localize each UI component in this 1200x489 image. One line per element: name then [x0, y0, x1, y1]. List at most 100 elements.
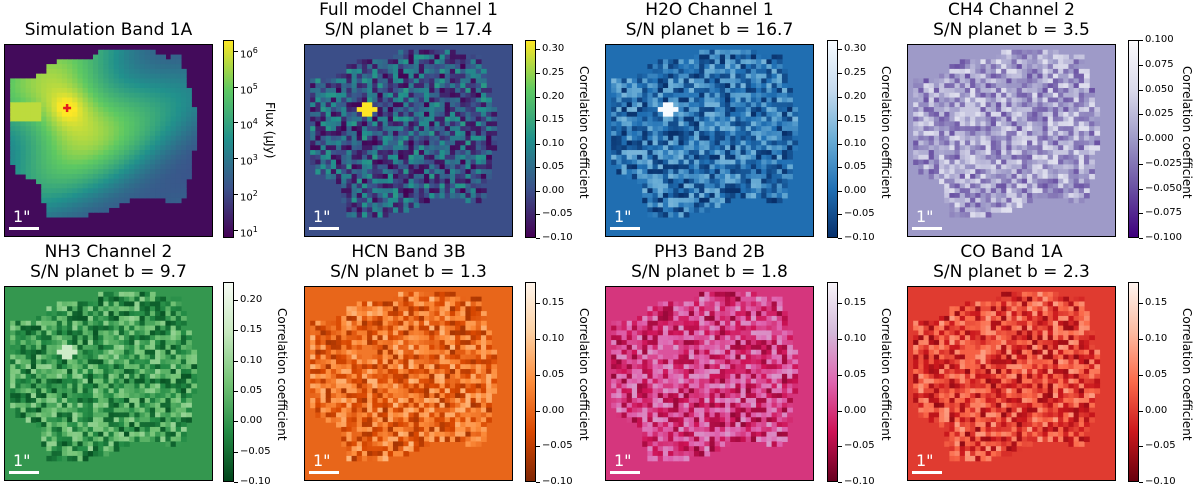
heatmap-cell	[719, 130, 726, 137]
heatmap-cell	[756, 150, 762, 156]
heatmap-cell	[939, 140, 945, 146]
heatmap-cell	[699, 121, 705, 127]
heatmap-cell	[652, 87, 659, 94]
heatmap-cell	[434, 121, 441, 127]
heatmap-cell	[118, 107, 125, 113]
heatmap-cell	[657, 107, 664, 113]
heatmap-cell	[424, 178, 430, 185]
heatmap-cell	[683, 193, 690, 199]
heatmap-cell	[61, 121, 68, 127]
heatmap-cell	[1006, 59, 1013, 65]
heatmap-cell	[434, 178, 441, 185]
heatmap-cell	[361, 78, 368, 84]
heatmap-cell	[129, 359, 135, 365]
heatmap-cell	[186, 154, 192, 161]
heatmap-cell	[693, 73, 700, 80]
heatmap-cell	[470, 135, 477, 142]
heatmap-cell	[683, 145, 690, 151]
heatmap-cell	[1089, 111, 1095, 118]
heatmap-cell	[1042, 73, 1049, 80]
heatmap-cell	[113, 87, 120, 94]
heatmap-cell	[82, 426, 89, 433]
heatmap-cell	[995, 116, 1002, 123]
heatmap-cell	[657, 197, 664, 204]
heatmap-cell	[699, 54, 705, 60]
heatmap-cell	[642, 130, 648, 137]
heatmap-cell	[165, 126, 172, 132]
heatmap-cell	[449, 87, 456, 94]
heatmap-cell	[918, 130, 925, 137]
heatmap-cell	[61, 340, 68, 346]
heatmap-cell	[725, 121, 731, 127]
heatmap-cell	[25, 111, 32, 118]
heatmap-cell	[92, 393, 99, 399]
heatmap-cell	[346, 197, 353, 204]
heatmap-cell	[15, 83, 22, 89]
heatmap-cell	[1047, 49, 1054, 56]
heatmap-cell	[377, 64, 384, 70]
heatmap-cell	[1083, 107, 1090, 113]
heatmap-cell	[346, 145, 353, 151]
heatmap-cell	[637, 116, 643, 123]
heatmap-cell	[41, 359, 47, 365]
heatmap-cell	[1006, 78, 1013, 84]
heatmap-cell	[693, 145, 700, 151]
heatmap-cell	[413, 169, 420, 175]
heatmap-cell	[740, 68, 747, 75]
heatmap-cell	[382, 188, 389, 194]
heatmap-cell	[678, 150, 685, 156]
heatmap-cell	[36, 173, 42, 180]
heatmap-cell	[959, 68, 966, 75]
heatmap-cell	[781, 97, 788, 103]
heatmap-cell	[475, 92, 482, 99]
heatmap-cell	[949, 193, 956, 199]
heatmap-cell	[25, 397, 32, 404]
heatmap-cell	[944, 154, 950, 161]
heatmap-cell	[46, 135, 53, 142]
heatmap-cell	[118, 301, 125, 307]
heatmap-cell	[678, 121, 685, 127]
heatmap-cell	[72, 178, 79, 185]
heatmap-cell	[134, 59, 141, 65]
heatmap-cell	[735, 193, 742, 199]
heatmap-cell	[351, 121, 358, 127]
heatmap-cell	[725, 130, 731, 137]
heatmap-cell	[418, 107, 425, 113]
heatmap-cell	[51, 87, 58, 94]
heatmap-cell	[1027, 59, 1033, 65]
heatmap-cell	[1083, 173, 1090, 180]
heatmap-cell	[939, 159, 945, 165]
heatmap-cell	[356, 164, 363, 170]
panel-title-line: S/N planet b = 16.7	[625, 20, 794, 40]
heatmap-cell	[995, 92, 1002, 99]
heatmap-cell	[954, 188, 961, 194]
heatmap-cell	[113, 107, 120, 113]
heatmap-cell	[1058, 135, 1064, 142]
heatmap-cell	[1042, 150, 1049, 156]
heatmap-cell	[750, 102, 757, 108]
heatmap-cell	[750, 140, 757, 146]
heatmap-cell	[1006, 87, 1013, 94]
heatmap-cell	[170, 126, 177, 132]
heatmap-cell	[928, 126, 935, 132]
heatmap-cell	[939, 92, 945, 99]
heatmap-cell	[351, 135, 358, 142]
heatmap-cell	[730, 178, 736, 185]
heatmap-cell	[98, 59, 104, 65]
heatmap-cell	[1089, 150, 1095, 156]
heatmap-cell	[776, 159, 783, 165]
heatmap-cell	[771, 178, 778, 185]
heatmap-cell	[683, 130, 690, 137]
heatmap-cell	[46, 393, 53, 399]
heatmap-cell	[647, 202, 654, 208]
heatmap-cell	[449, 49, 456, 56]
heatmap-cell	[36, 116, 42, 123]
heatmap-cell	[118, 140, 125, 146]
heatmap-cell	[118, 68, 125, 75]
heatmap-cell	[1027, 173, 1033, 180]
heatmap-cell	[688, 64, 695, 70]
heatmap-cell	[657, 135, 664, 142]
heatmap-cell	[1083, 140, 1090, 146]
heatmap-cell	[745, 92, 752, 99]
heatmap-cell	[372, 68, 379, 75]
